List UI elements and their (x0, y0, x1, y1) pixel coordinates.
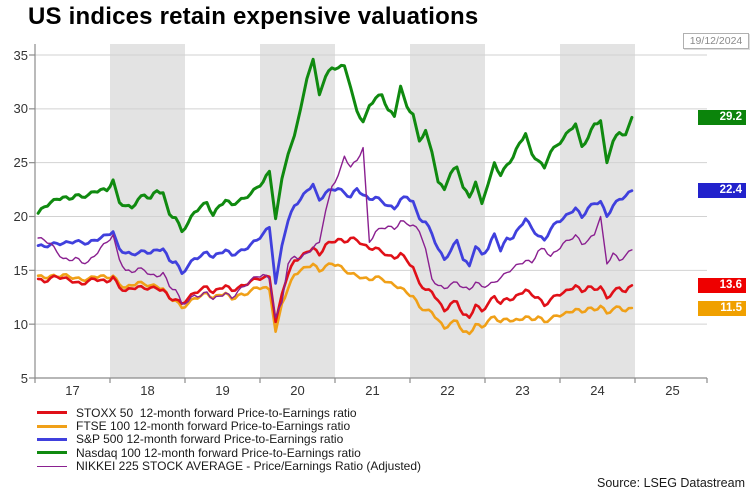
x-tick-label: 23 (515, 383, 530, 398)
year-shading-band (110, 44, 185, 378)
year-shading-band (560, 44, 635, 378)
series-line-ftse-100 (36, 262, 634, 336)
source-credit: Source: LSEG Datastream (597, 476, 745, 490)
end-value-badge: 13.6 (698, 277, 746, 293)
y-tick-label: 10 (13, 316, 28, 332)
stoxx50-line-swatch (37, 411, 67, 415)
year-shading-band (260, 44, 335, 378)
legend-label: NIKKEI 225 STOCK AVERAGE - Price/Earning… (76, 459, 422, 474)
ftse100-line-swatch (37, 424, 67, 428)
y-tick-label: 15 (13, 262, 28, 278)
end-value-badge: 29.2 (698, 109, 746, 125)
x-tick-label: 20 (290, 383, 305, 398)
legend-label: S&P 500 12-month forward Price-to-Earnin… (76, 432, 344, 447)
series-line-nasdaq-100 (36, 57, 634, 234)
x-tick-label: 18 (140, 383, 155, 398)
nikkei225-line-swatch (37, 465, 67, 467)
end-value-badge: 22.4 (698, 183, 746, 199)
x-tick-label: 19 (215, 383, 230, 398)
y-tick-label: 20 (13, 209, 28, 224)
y-tick-label: 35 (13, 47, 28, 63)
x-tick-label: 17 (65, 383, 80, 398)
legend: STOXX 50 12-month forward Price-to-Earni… (37, 406, 421, 473)
series-line-stoxx-50 (36, 236, 634, 324)
y-tick-label: 25 (13, 155, 28, 171)
x-tick-label: 25 (665, 383, 680, 398)
y-tick-label: 5 (20, 370, 28, 386)
legend-label: Nasdaq 100 12-month forward Price-to-Ear… (76, 445, 361, 460)
x-tick-label: 22 (440, 383, 455, 398)
year-shading-band (410, 44, 485, 378)
legend-item: STOXX 50 12-month forward Price-to-Earni… (37, 405, 421, 420)
legend-item: FTSE 100 12-month forward Price-to-Earni… (37, 419, 421, 434)
legend-item: NIKKEI 225 STOCK AVERAGE - Price/Earning… (37, 459, 422, 474)
series-line-s-p-500 (36, 182, 634, 285)
series-line-nikkei-225 (37, 146, 633, 319)
nasdaq100-line-swatch (37, 451, 67, 455)
x-tick-label: 24 (590, 383, 605, 398)
x-tick-label: 21 (365, 383, 380, 398)
sp500-line-swatch (37, 437, 67, 441)
legend-label: FTSE 100 12-month forward Price-to-Earni… (76, 419, 351, 434)
legend-item: S&P 500 12-month forward Price-to-Earnin… (37, 432, 421, 447)
end-value-badge: 11.5 (698, 300, 746, 316)
date-badge: 19/12/2024 (683, 33, 749, 49)
legend-label: STOXX 50 12-month forward Price-to-Earni… (76, 405, 357, 420)
y-tick-label: 30 (13, 101, 28, 117)
legend-item: Nasdaq 100 12-month forward Price-to-Ear… (37, 445, 421, 460)
chart-title: US indices retain expensive valuations (28, 3, 479, 30)
